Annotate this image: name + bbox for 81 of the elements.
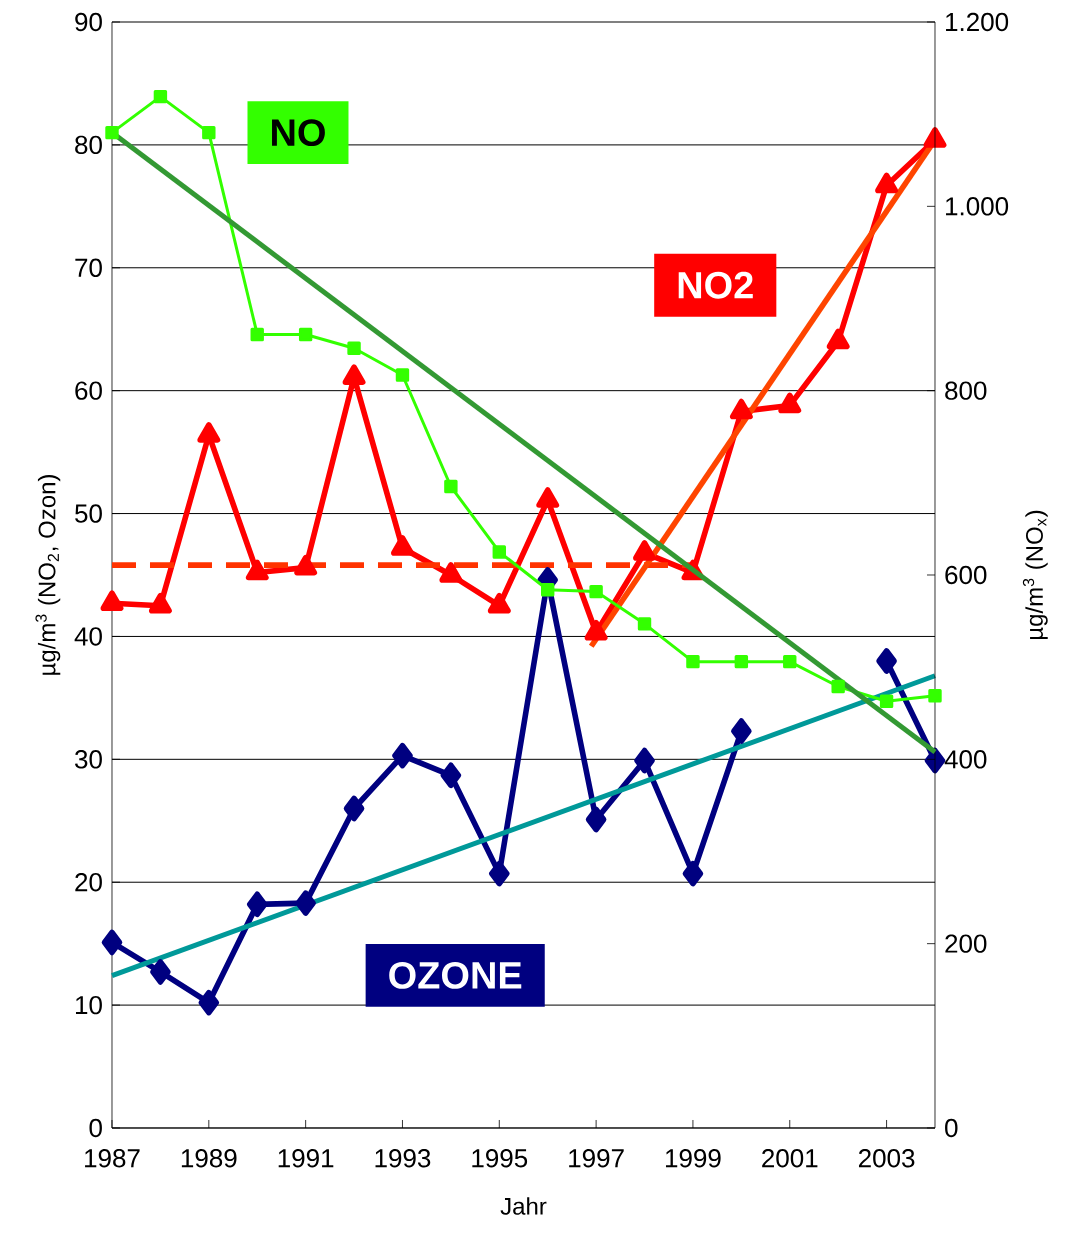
y2-axis-title: µg/m$^{3}$ (NO$_{x}$): [1022, 510, 1048, 640]
y-tick-label: 40: [74, 627, 102, 646]
point: [686, 654, 700, 669]
point: [637, 617, 652, 631]
series-label: NO: [272, 119, 325, 147]
point: [153, 89, 168, 104]
point: [492, 545, 506, 559]
point: [923, 127, 947, 148]
point: [198, 989, 220, 1016]
point: [783, 654, 797, 669]
y2-tick-label: 1.200: [946, 12, 1009, 32]
y-tick-label: 10: [75, 995, 102, 1015]
text: OZONE: [389, 961, 522, 989]
point: [395, 368, 410, 382]
x-tick-label: 1995: [472, 1149, 528, 1168]
y2-tick-label: 600: [945, 565, 987, 585]
point: [536, 487, 560, 508]
point: [589, 584, 603, 599]
y-tick-label: 20: [75, 873, 102, 892]
point: [295, 890, 316, 916]
point: [105, 125, 119, 140]
point: [347, 341, 361, 355]
point: [876, 648, 897, 674]
point: [343, 795, 365, 822]
x-tick-label: 1999: [665, 1149, 721, 1168]
y-tick-label: 90: [75, 12, 102, 32]
point: [197, 422, 221, 443]
y-tick-label: 30: [75, 750, 102, 769]
point: [298, 327, 313, 342]
point: [440, 762, 462, 789]
point: [444, 479, 458, 494]
point: [246, 891, 268, 918]
y2-tick-label: 1.000: [946, 197, 1009, 216]
point: [392, 742, 413, 769]
point: [148, 592, 172, 614]
x-tick-label: 1989: [181, 1149, 237, 1168]
point: [731, 718, 752, 744]
point: [150, 959, 171, 985]
point: [734, 654, 749, 669]
point: [826, 328, 850, 350]
point: [729, 398, 753, 420]
y2-tick-label: 800: [945, 381, 987, 400]
y-tick-label: 50: [75, 504, 102, 523]
point: [879, 694, 894, 708]
y-tick-label: 60: [75, 381, 102, 400]
point: [875, 172, 899, 194]
x-tick-label: 1993: [375, 1149, 431, 1168]
x-tick-label: 1997: [569, 1149, 624, 1168]
point: [202, 125, 216, 140]
point: [245, 559, 269, 581]
point: [541, 583, 555, 597]
text: NO2: [678, 271, 753, 299]
point: [584, 619, 608, 641]
point: [585, 806, 607, 833]
y-tick-label: 80: [75, 135, 102, 155]
x-tick-label: 1987: [85, 1149, 140, 1168]
point: [633, 540, 656, 561]
y-axis-title: µg/m$^{3}$ (NO$_{2}$, Ozon): [35, 475, 61, 675]
point: [100, 590, 124, 612]
y-tick-label: 70: [75, 258, 102, 277]
point: [439, 562, 463, 583]
point: [778, 392, 802, 414]
point: [342, 364, 366, 385]
y-tick-label: 0: [89, 1118, 102, 1138]
point: [487, 592, 511, 614]
point: [488, 860, 510, 887]
point: [831, 679, 845, 694]
point: [250, 327, 264, 342]
point: [682, 860, 704, 887]
point: [391, 535, 414, 556]
x-tick-label: 2001: [762, 1149, 818, 1168]
x-tick-label: 2003: [858, 1149, 915, 1168]
point: [928, 689, 942, 703]
x-axis-title: Jahr: [500, 1197, 547, 1215]
point: [634, 747, 655, 774]
y2-tick-label: 400: [944, 750, 987, 769]
y2-tick-label: 200: [945, 934, 987, 953]
x-tick-label: 1991: [278, 1149, 334, 1168]
y2-tick-label: 0: [945, 1118, 958, 1138]
point: [294, 554, 318, 576]
point: [101, 929, 123, 956]
